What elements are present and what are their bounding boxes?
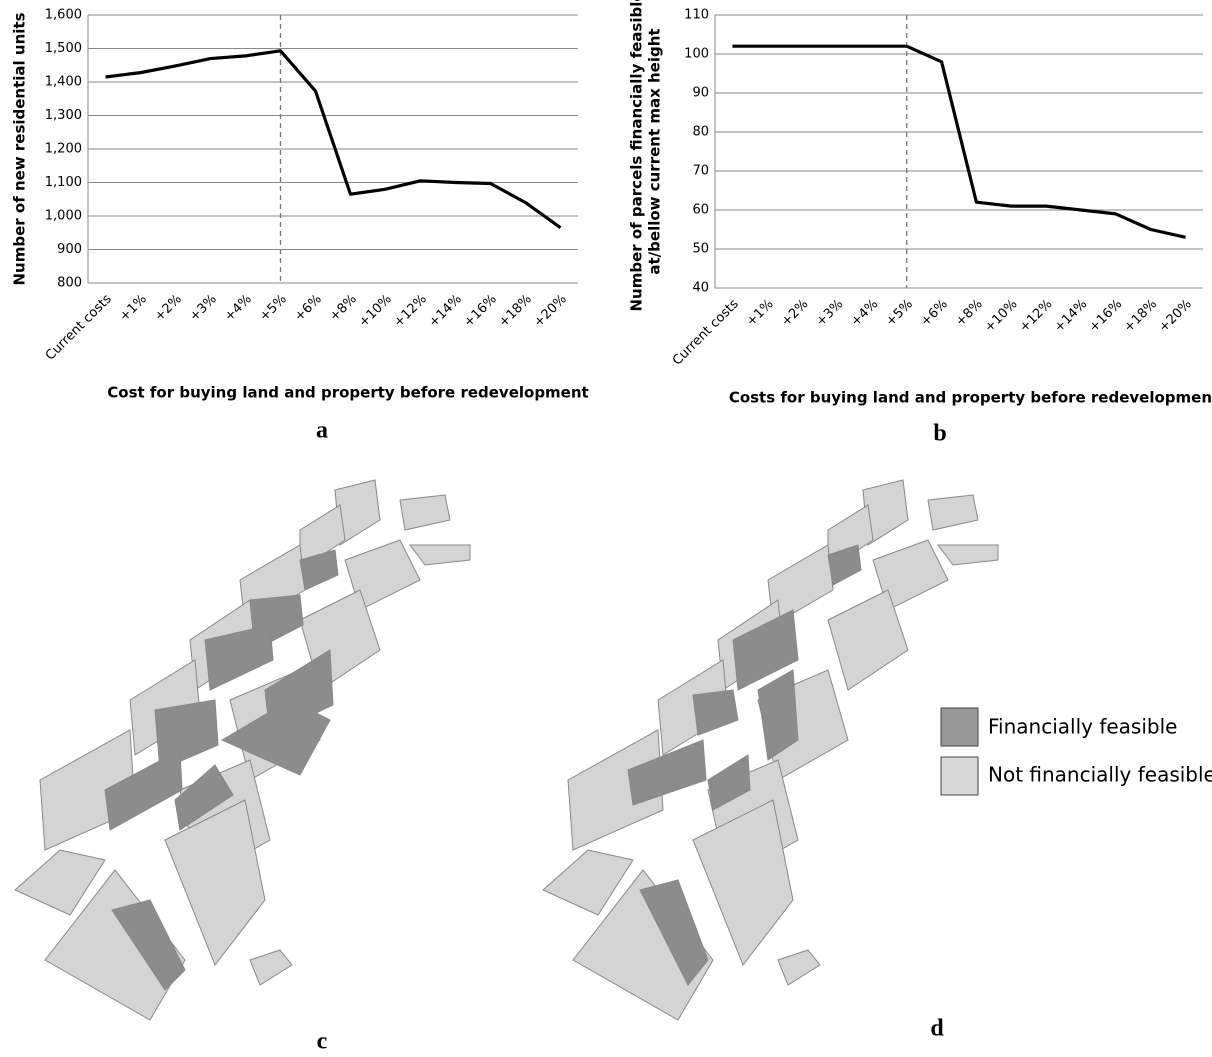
x-tick-label: +14% <box>1052 297 1091 336</box>
x-tick-label: +12% <box>391 292 430 331</box>
y-axis-title: Number of parcels financially feasible <box>628 0 646 312</box>
x-tick-label: +2% <box>152 292 185 325</box>
y-tick-label: 1,400 <box>45 75 82 90</box>
y-axis-title: at/bellow current max height <box>646 28 664 274</box>
y-tick-label: 90 <box>692 86 709 101</box>
x-tick-label: +5% <box>257 292 290 325</box>
y-tick-label: 1,600 <box>45 8 82 23</box>
x-tick-label: +3% <box>187 292 220 325</box>
x-tick-label: +4% <box>848 297 881 330</box>
panel-label: a <box>316 418 328 444</box>
y-tick-label: 1,200 <box>45 142 82 157</box>
y-tick-label: 100 <box>684 47 709 62</box>
panel-label: d <box>930 1016 944 1042</box>
y-tick-label: 50 <box>692 242 709 257</box>
x-tick-label: +3% <box>813 297 846 330</box>
y-tick-label: 80 <box>692 125 709 140</box>
x-axis-title: Cost for buying land and property before… <box>107 384 588 402</box>
y-tick-label: 1,000 <box>45 209 82 224</box>
x-tick-label: +16% <box>461 292 500 331</box>
y-axis-title: Number of new residential units <box>11 12 29 285</box>
x-tick-label: +1% <box>744 297 777 330</box>
panel-label: c <box>317 1029 328 1054</box>
y-tick-label: 110 <box>684 8 709 23</box>
x-tick-label: +5% <box>883 297 916 330</box>
y-tick-label: 70 <box>692 164 709 179</box>
x-tick-label: +10% <box>356 292 395 331</box>
legend-label: Financially feasible <box>988 715 1177 739</box>
y-tick-label: 60 <box>692 203 709 218</box>
x-tick-label: +6% <box>292 292 325 325</box>
x-tick-label: +16% <box>1086 297 1125 336</box>
x-tick-label: +4% <box>222 292 255 325</box>
x-tick-label: +18% <box>496 292 535 331</box>
feasible-block <box>693 690 738 735</box>
legend-swatch <box>941 708 978 746</box>
x-tick-label: +6% <box>918 297 951 330</box>
x-tick-label: +1% <box>117 292 150 325</box>
x-tick-label: +12% <box>1017 297 1056 336</box>
x-tick-label: +18% <box>1121 297 1160 336</box>
x-tick-label: +20% <box>531 292 570 331</box>
x-tick-label: Current costs <box>43 292 115 364</box>
x-tick-label: +2% <box>779 297 812 330</box>
legend-swatch <box>941 757 978 795</box>
map-c <box>15 480 470 1020</box>
panel-label: b <box>933 421 946 447</box>
x-axis-title: Costs for buying land and property befor… <box>729 389 1212 407</box>
x-tick-label: +10% <box>982 297 1021 336</box>
data-line <box>732 46 1185 237</box>
y-tick-label: 1,300 <box>45 108 82 123</box>
y-tick-label: 1,100 <box>45 175 82 190</box>
y-tick-label: 900 <box>57 242 82 257</box>
figure: Financially feasible Not financially fea… <box>0 0 1212 1053</box>
y-tick-label: 1,500 <box>45 41 82 56</box>
x-tick-label: +14% <box>426 292 465 331</box>
x-tick-label: Current costs <box>670 297 742 369</box>
map-d <box>543 480 998 1020</box>
legend-label: Not financially feasible <box>988 763 1212 787</box>
map-blocks <box>15 480 470 1020</box>
y-tick-label: 40 <box>692 281 709 296</box>
data-line <box>106 51 561 228</box>
x-tick-label: +20% <box>1156 297 1195 336</box>
y-tick-label: 800 <box>57 276 82 291</box>
